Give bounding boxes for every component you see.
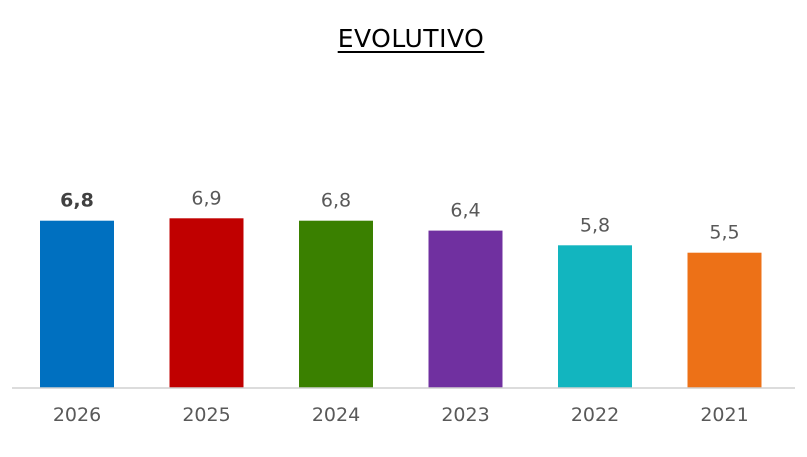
bar-2023 (428, 230, 503, 388)
value-label-2025: 6,9 (191, 187, 221, 209)
bar-2025 (169, 218, 244, 388)
category-label-2021: 2021 (700, 404, 748, 426)
category-label-2022: 2022 (571, 404, 619, 426)
value-label-2023: 6,4 (450, 200, 480, 222)
value-label-2026: 6,8 (60, 190, 94, 212)
category-label-2023: 2023 (441, 404, 489, 426)
value-label-2024: 6,8 (321, 190, 351, 212)
bar-2022 (558, 245, 632, 388)
bar-2021 (687, 252, 762, 388)
chart-title: EVOLUTIVO (337, 24, 485, 53)
labels-layer: 6,8 2026 6,9 2025 6,8 2024 6,4 2023 5,8 2022 5,5 20… (53, 187, 749, 426)
bars-layer (40, 218, 762, 388)
category-label-2024: 2024 (312, 404, 360, 426)
category-label-2026: 2026 (53, 404, 101, 426)
value-label-2021: 5,5 (709, 222, 739, 244)
category-label-2025: 2025 (182, 404, 230, 426)
bar-2026 (40, 220, 114, 388)
value-label-2022: 5,8 (580, 214, 610, 236)
bar-2024 (299, 220, 373, 388)
